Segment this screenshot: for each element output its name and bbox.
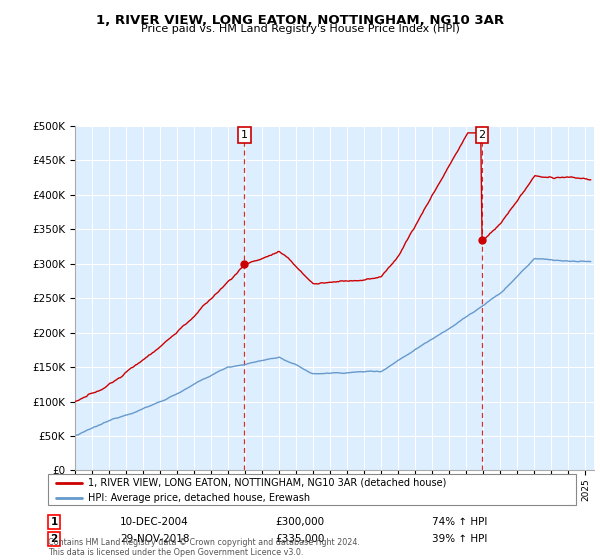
Text: 1: 1 — [241, 130, 248, 140]
Text: 1, RIVER VIEW, LONG EATON, NOTTINGHAM, NG10 3AR (detached house): 1, RIVER VIEW, LONG EATON, NOTTINGHAM, N… — [88, 478, 446, 488]
Text: £300,000: £300,000 — [275, 517, 325, 527]
Text: Contains HM Land Registry data © Crown copyright and database right 2024.
This d: Contains HM Land Registry data © Crown c… — [48, 538, 360, 557]
Text: 74% ↑ HPI: 74% ↑ HPI — [432, 517, 487, 527]
Text: HPI: Average price, detached house, Erewash: HPI: Average price, detached house, Erew… — [88, 493, 310, 503]
Text: 10-DEC-2004: 10-DEC-2004 — [120, 517, 189, 527]
Text: 1, RIVER VIEW, LONG EATON, NOTTINGHAM, NG10 3AR: 1, RIVER VIEW, LONG EATON, NOTTINGHAM, N… — [96, 14, 504, 27]
FancyBboxPatch shape — [48, 474, 576, 505]
Text: 1: 1 — [50, 517, 58, 527]
Text: 29-NOV-2018: 29-NOV-2018 — [120, 534, 190, 544]
Text: 39% ↑ HPI: 39% ↑ HPI — [432, 534, 487, 544]
Text: Price paid vs. HM Land Registry's House Price Index (HPI): Price paid vs. HM Land Registry's House … — [140, 24, 460, 34]
Text: 2: 2 — [478, 130, 485, 140]
Text: £335,000: £335,000 — [275, 534, 325, 544]
Text: 2: 2 — [50, 534, 58, 544]
